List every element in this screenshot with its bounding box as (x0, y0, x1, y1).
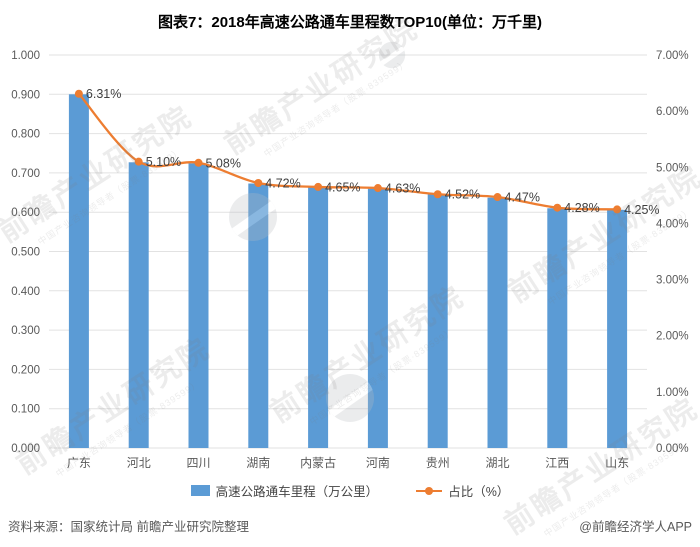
data-label: 4.47% (505, 191, 540, 205)
y-axis-left-tick: 0.900 (11, 89, 40, 101)
bar (547, 208, 568, 448)
bar (128, 162, 149, 448)
line-point (553, 203, 562, 212)
y-axis-left-tick: 0.600 (11, 207, 40, 219)
bar (367, 188, 388, 448)
line-point (493, 193, 502, 202)
legend-line-label: 占比（%） (448, 485, 510, 499)
data-label: 5.08% (206, 156, 241, 170)
x-axis-label: 内蒙古 (300, 455, 336, 470)
chart-title: 图表7：2018年高速公路通车里程数TOP10(单位：万千里) (158, 14, 542, 31)
x-axis-label: 广东 (67, 456, 91, 470)
y-axis-left-tick: 0.000 (11, 443, 40, 455)
combo-chart: 0.000 0.100 0.200 0.300 0.400 0.500 0.600 0.700… (11, 50, 689, 470)
y-axis-left-tick: 0.800 (11, 129, 40, 141)
x-axis-label: 四川 (186, 456, 210, 470)
bar (308, 187, 329, 449)
data-label: 4.72% (265, 177, 300, 191)
line-series (78, 92, 618, 211)
source-note: 资料来源：国家统计局 前瞻产业研究院整理 (8, 520, 249, 534)
data-label: 4.28% (564, 201, 599, 215)
y-axis-right-tick: 0.00% (656, 443, 689, 455)
x-axis-label: 山东 (605, 456, 629, 470)
data-label: 6.31% (86, 87, 121, 101)
bar (248, 183, 269, 449)
legend-bar-swatch-icon (190, 485, 210, 496)
data-label: 4.52% (445, 188, 480, 202)
legend-item-bar: 高速公路通车里程（万公里） (190, 481, 379, 500)
y-axis-left-tick: 0.700 (11, 168, 40, 180)
y-axis-left-tick: 0.400 (11, 286, 40, 298)
line-point (314, 182, 323, 191)
y-axis-left-tick: 0.300 (11, 325, 40, 337)
y-axis-right-tick: 3.00% (656, 275, 689, 287)
y-axis-right-tick: 2.00% (656, 331, 689, 343)
bar (607, 209, 628, 448)
line-point (613, 205, 622, 214)
x-axis-label: 河北 (127, 456, 151, 470)
line-point (194, 158, 203, 167)
x-axis-label: 贵州 (426, 456, 450, 470)
y-axis-left-tick: 0.200 (11, 364, 40, 376)
bar (188, 163, 209, 448)
x-axis-label: 江西 (545, 456, 569, 470)
data-label: 4.63% (385, 182, 420, 196)
y-axis-right-tick: 7.00% (656, 50, 689, 62)
bar (68, 94, 89, 449)
y-axis-right-tick: 5.00% (656, 162, 689, 174)
legend-line-swatch-icon (416, 485, 443, 496)
y-axis-right-tick: 6.00% (656, 106, 689, 118)
y-axis-left-tick: 0.500 (11, 247, 40, 259)
data-label: 5.10% (146, 155, 181, 169)
line-point (74, 89, 83, 98)
footer: 资料来源：国家统计局 前瞻产业研究院整理 @前瞻经济学人APP (0, 516, 700, 535)
y-axis-left-tick: 0.100 (11, 404, 40, 416)
data-label: 4.25% (624, 203, 659, 217)
line-point (254, 179, 263, 188)
y-axis-left-tick: 1.000 (11, 50, 40, 62)
legend-item-line: 占比（%） (416, 481, 509, 500)
legend: 高速公路通车里程（万公里） 占比（%） (0, 481, 700, 500)
y-axis-right-tick: 1.00% (656, 387, 689, 399)
data-label: 4.65% (325, 180, 360, 194)
bar (427, 194, 448, 448)
x-axis-label: 湖南 (246, 455, 270, 470)
x-axis-label: 湖北 (485, 455, 509, 470)
line-point (134, 157, 143, 166)
legend-bar-label: 高速公路通车里程（万公里） (215, 485, 379, 499)
line-point (373, 184, 382, 193)
y-axis-right-tick: 4.00% (656, 218, 689, 230)
credit-note: @前瞻经济学人APP (579, 520, 692, 534)
bar (487, 197, 508, 448)
x-axis-label: 河南 (366, 455, 390, 470)
line-point (433, 190, 442, 199)
